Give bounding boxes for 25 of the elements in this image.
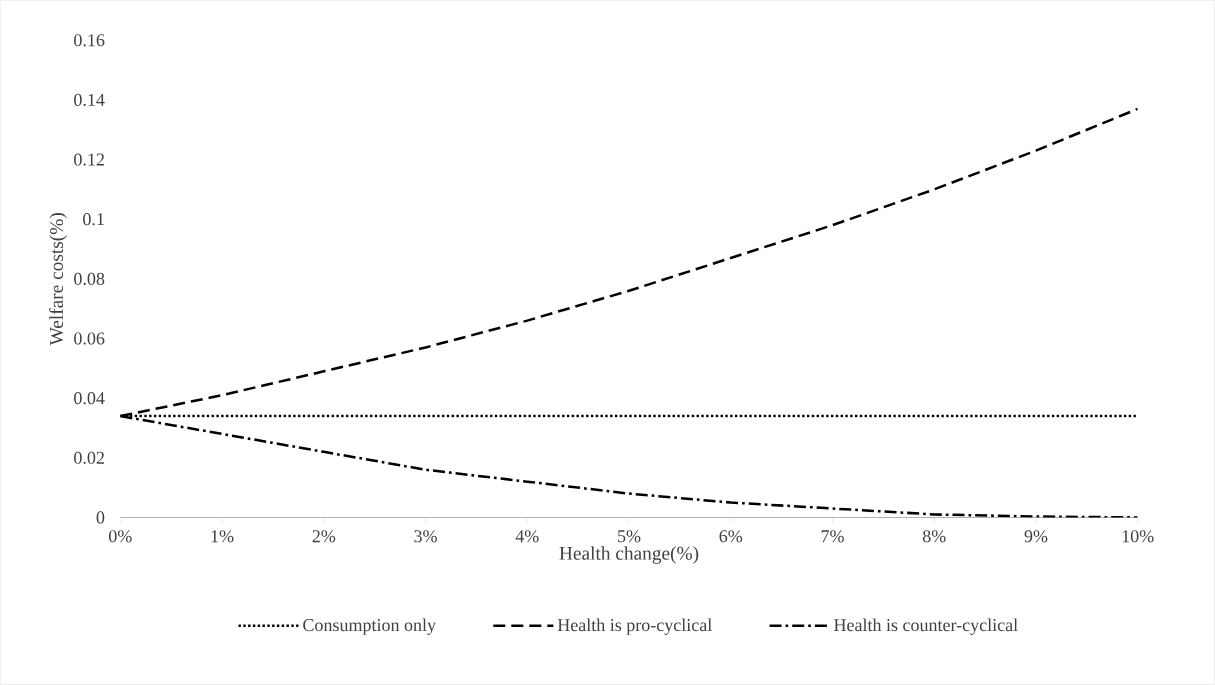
x-tick-label: 2%: [312, 530, 336, 543]
x-tick-label: 9%: [1024, 530, 1048, 543]
x-tick-label: 10%: [1122, 530, 1154, 543]
y-tick-label: 0.16: [74, 34, 105, 47]
x-axis-title: Health change(%): [559, 546, 699, 564]
x-tick-label: 4%: [515, 530, 539, 543]
y-tick-label: 0.04: [74, 392, 105, 405]
y-tick-label: 0.14: [74, 93, 105, 107]
x-tick-label: 7%: [821, 530, 844, 543]
x-tick-label: 5%: [618, 530, 641, 543]
y-tick-label: 0.1: [83, 213, 104, 226]
legend-label: Health is pro-cyclical: [557, 618, 712, 635]
y-tick-label: 0.08: [74, 272, 105, 286]
y-axis-title: Welfare costs(%): [49, 213, 67, 346]
y-tick-label: 0.06: [74, 332, 105, 345]
x-tick-label: 3%: [414, 530, 437, 543]
x-tick-label: 8%: [922, 530, 946, 543]
legend-label: Health is counter-cyclical: [834, 618, 1018, 635]
y-tick-label: 0: [96, 511, 105, 524]
x-tick-label: 0%: [109, 530, 132, 543]
legend-label: Consumption only: [303, 618, 436, 635]
y-tick-label: 0.02: [74, 451, 104, 465]
x-tick-label: 1%: [211, 530, 234, 543]
y-tick-label: 0.12: [74, 153, 104, 166]
x-tick-label: 6%: [719, 530, 743, 543]
